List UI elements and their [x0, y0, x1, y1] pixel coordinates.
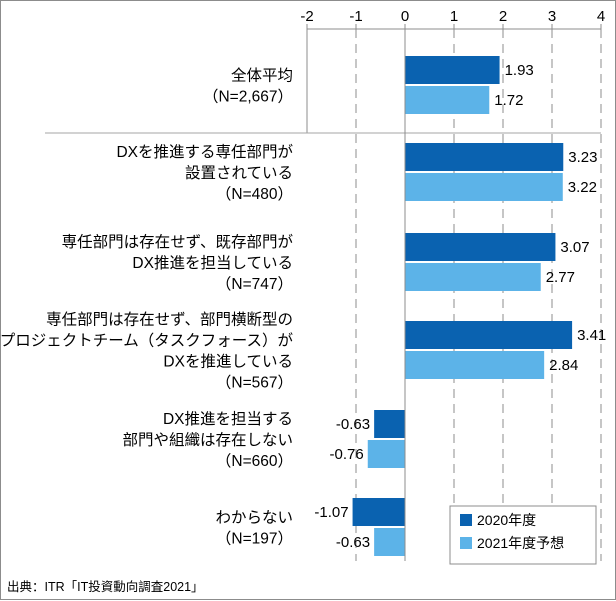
bar-2021	[405, 173, 563, 201]
bar-2021	[405, 263, 541, 291]
category-label: （N=660）	[216, 453, 293, 470]
category-label: （N=197）	[216, 531, 293, 548]
x-tick-label: -2	[300, 8, 313, 25]
category-label: DX推進を担当している	[132, 254, 293, 272]
bar-2020	[405, 56, 500, 84]
data-label: 3.41	[577, 327, 606, 344]
data-label: -0.63	[336, 534, 370, 551]
legend-swatch	[460, 537, 472, 549]
bar-2021	[367, 440, 405, 468]
category-label: （N=567）	[216, 375, 293, 392]
bar-2020	[405, 143, 564, 171]
x-tick-label: 4	[597, 8, 605, 25]
x-tick-label: 0	[401, 8, 409, 25]
category-label: 部門や組織は存在しない	[122, 431, 293, 449]
legend-label: 2021年度予想	[477, 535, 564, 551]
legend-box	[449, 505, 597, 565]
data-label: 3.07	[560, 239, 589, 256]
data-label: -1.07	[314, 504, 348, 521]
x-tick-label: 1	[450, 8, 458, 25]
category-label: DXを推進する専任部門が	[116, 143, 293, 161]
bar-2020	[352, 498, 405, 526]
data-label: -0.63	[336, 416, 370, 433]
legend-swatch	[460, 514, 472, 526]
bar-2020	[405, 321, 573, 349]
legend-label: 2020年度	[477, 512, 536, 528]
data-label: 3.22	[568, 179, 597, 196]
x-tick-label: 3	[548, 8, 556, 25]
category-label: 専任部門は存在せず、部門横断型の	[46, 311, 293, 329]
category-label: （N=2,667）	[203, 89, 293, 106]
x-tick-label: -1	[349, 8, 362, 25]
category-label: プロジェクトチーム（タスクフォース）が	[1, 332, 293, 350]
category-label: わからない	[215, 509, 293, 527]
data-label: -0.76	[330, 446, 364, 463]
bar-2020	[405, 233, 556, 261]
bar-2021	[405, 86, 490, 114]
data-label: 2.84	[549, 357, 578, 374]
bar-2020	[374, 410, 405, 438]
category-label: 全体平均	[231, 67, 293, 85]
category-label: 設置されている	[185, 164, 293, 182]
category-label: DXを推進している	[163, 353, 293, 371]
category-label: （N=480）	[216, 186, 293, 203]
data-label: 3.23	[568, 149, 597, 166]
x-tick-label: 2	[499, 8, 507, 25]
data-label: 1.93	[505, 62, 534, 79]
category-label: DX推進を担当する	[163, 410, 293, 428]
category-label: 専任部門は存在せず、既存部門が	[62, 233, 294, 251]
data-label: 2.77	[546, 269, 575, 286]
bar-2021	[374, 528, 405, 556]
data-label: 1.72	[494, 92, 523, 109]
bar-2021	[405, 351, 545, 379]
category-label: （N=747）	[216, 276, 293, 293]
source-note: 出典：ITR「IT投資動向調査2021」	[7, 579, 204, 594]
